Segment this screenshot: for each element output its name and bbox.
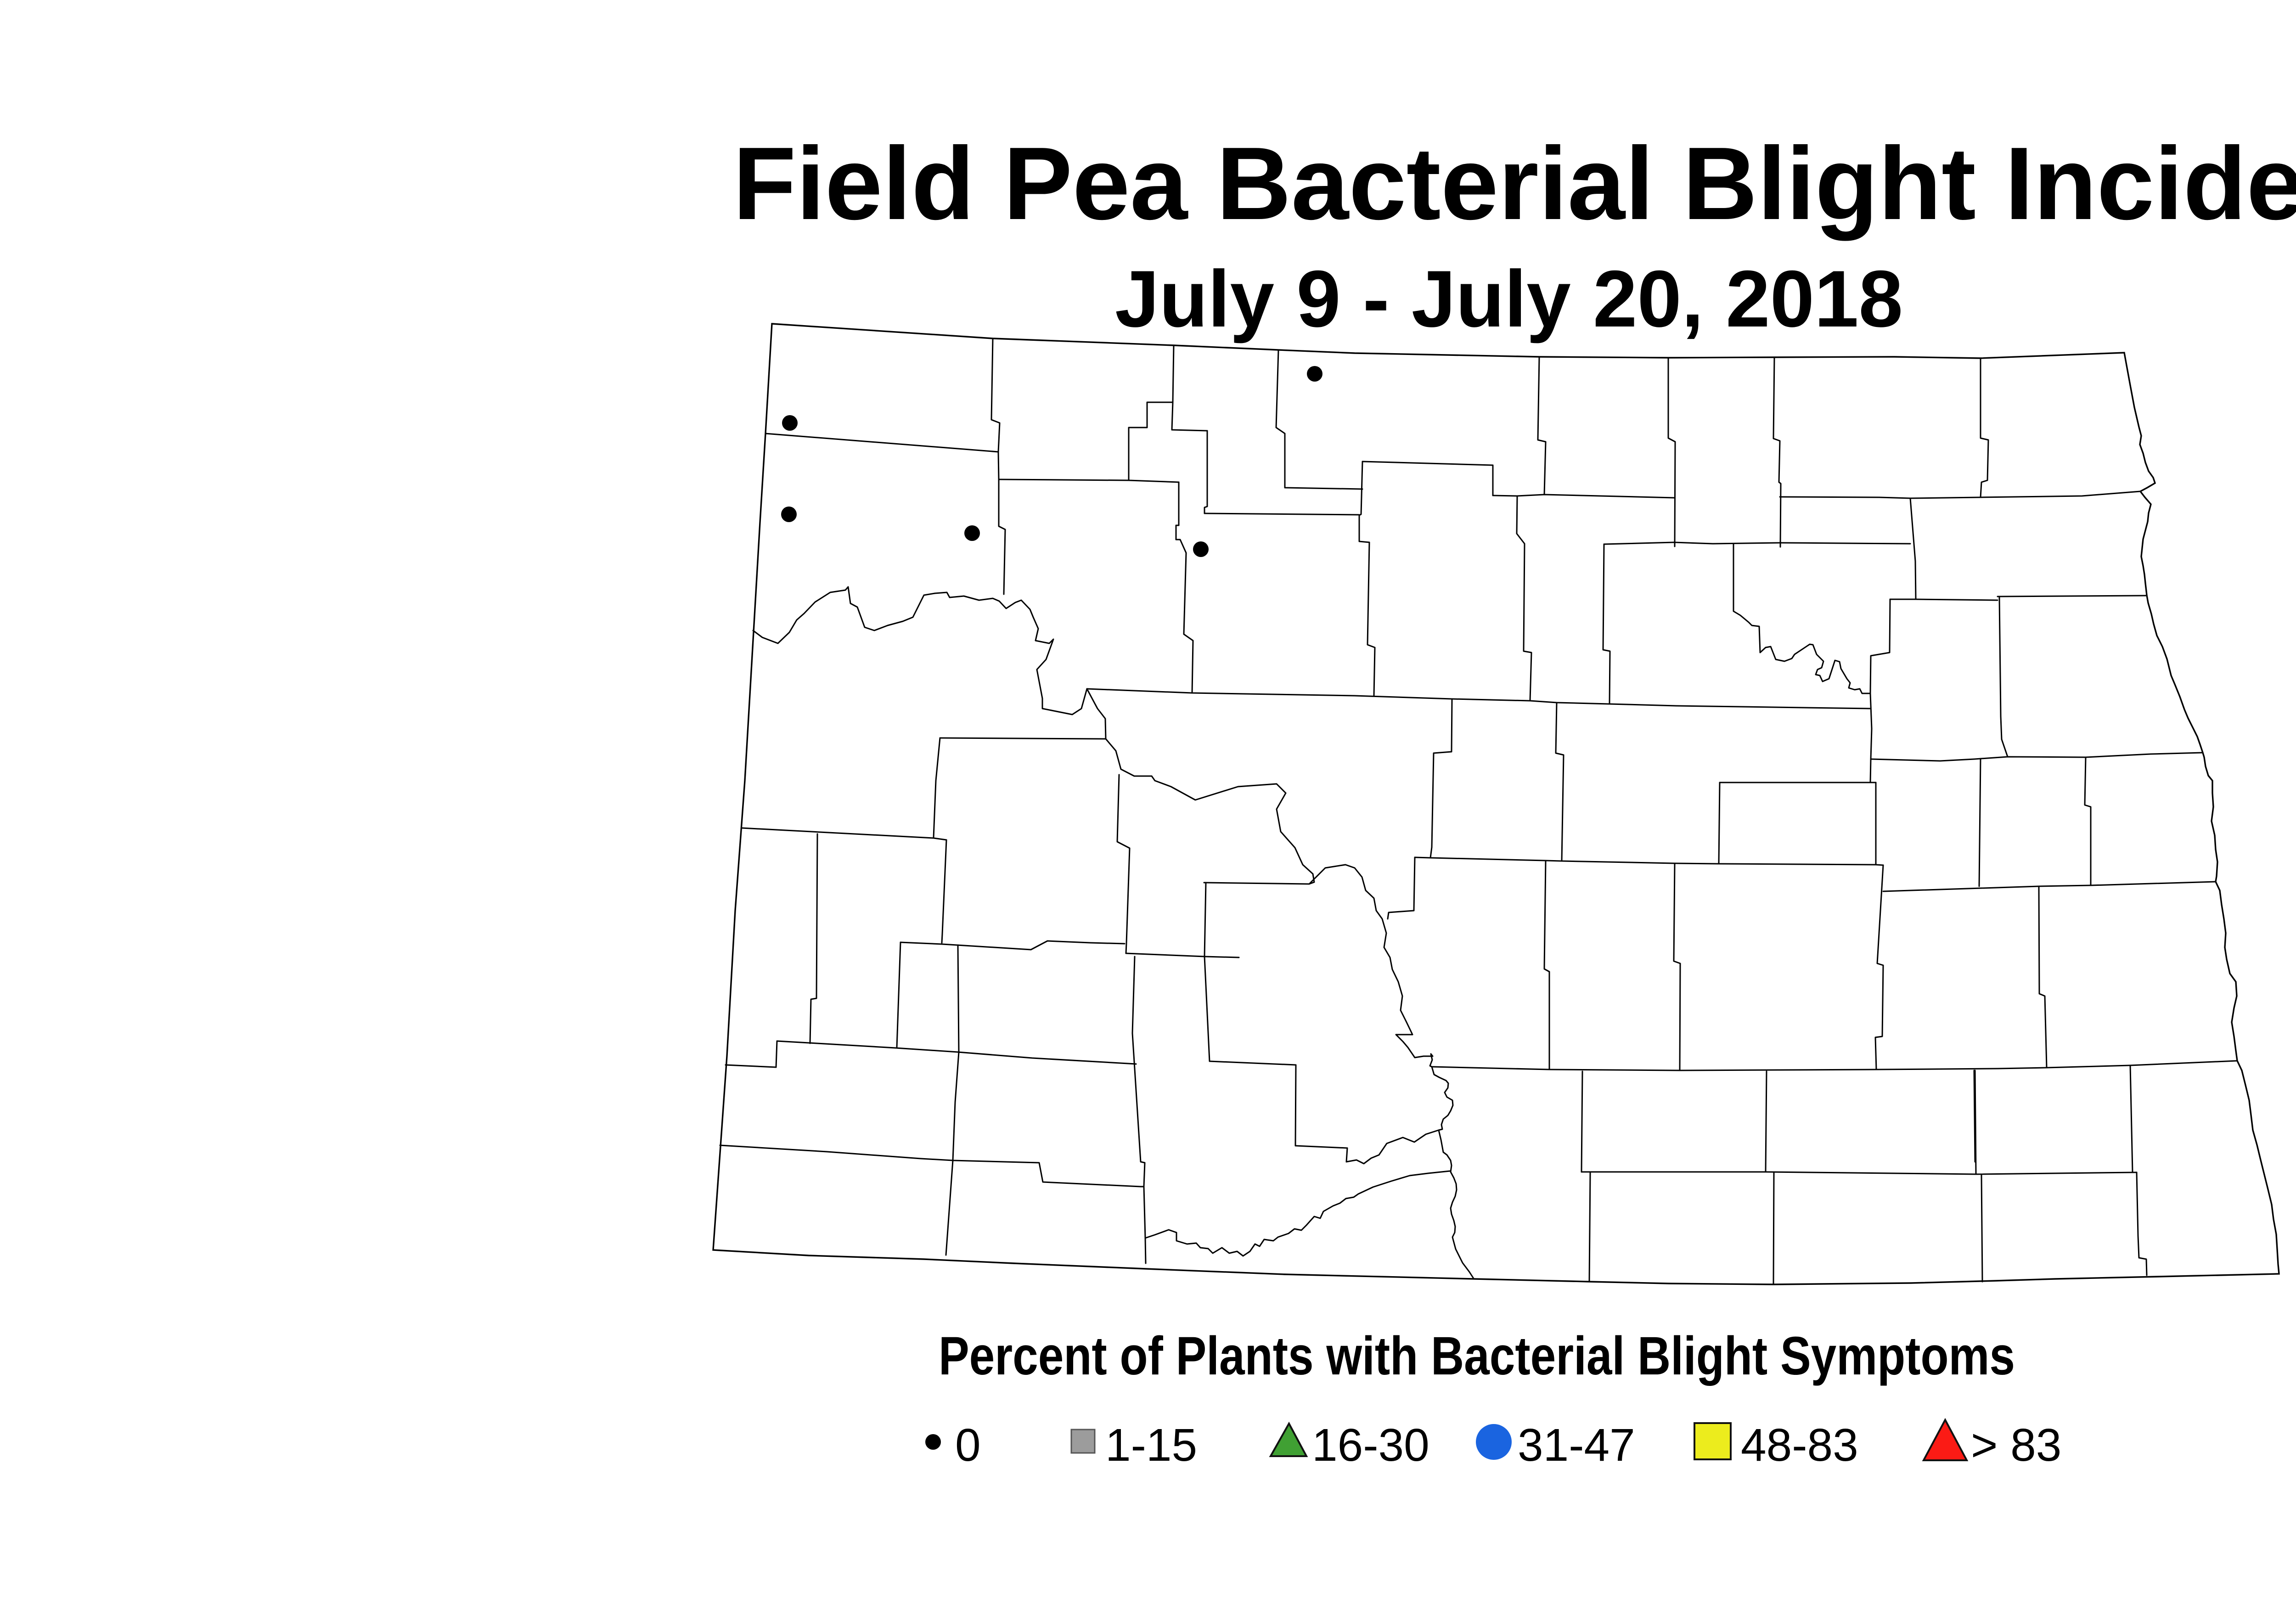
svg-text:0: 0 <box>955 1419 981 1471</box>
svg-text:16-30: 16-30 <box>1312 1419 1429 1471</box>
svg-text:31-47: 31-47 <box>1518 1419 1635 1471</box>
svg-text:> 83: > 83 <box>1971 1419 2061 1471</box>
svg-text:48-83: 48-83 <box>1741 1419 1858 1471</box>
svg-text:1-15: 1-15 <box>1105 1419 1197 1471</box>
svg-text:Percent of Plants with Bacteri: Percent of Plants with Bacterial Blight … <box>939 1326 2015 1386</box>
svg-text:July 9 - July 20, 2018: July 9 - July 20, 2018 <box>1115 254 1903 344</box>
svg-text:Field Pea Bacterial Blight Inc: Field Pea Bacterial Blight Incidence <box>733 125 2296 241</box>
